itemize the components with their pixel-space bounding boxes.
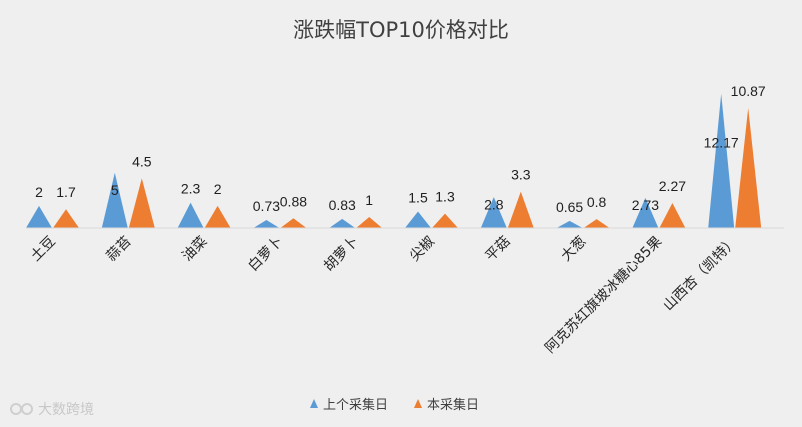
legend-label-previous: 上个采集日 <box>323 397 388 413</box>
peak-previous-0 <box>26 205 52 228</box>
watermark: 大数跨境 <box>10 402 94 418</box>
x-tick-label-9: 山西杏（凯特） <box>660 234 741 315</box>
data-label-previous-0: 2 <box>35 184 43 200</box>
x-tick-label-2: 油菜 <box>179 234 210 265</box>
data-label-previous-5: 1.5 <box>408 189 428 205</box>
peak-previous-3 <box>253 219 280 228</box>
data-label-previous-4: 0.83 <box>329 197 356 213</box>
peak-current-6 <box>507 191 534 228</box>
peak-current-8 <box>659 202 686 228</box>
legend-item-current: 本采集日 <box>414 397 479 413</box>
peak-previous-6 <box>480 197 507 228</box>
data-label-current-6: 3.3 <box>511 167 531 183</box>
data-label-current-5: 1.3 <box>435 189 455 205</box>
peak-current-5 <box>432 213 458 228</box>
data-label-previous-2: 2.3 <box>181 181 201 197</box>
data-label-current-3: 0.88 <box>280 193 307 209</box>
data-label-current-4: 1 <box>365 192 373 208</box>
peak-current-7 <box>583 219 610 228</box>
data-label-current-7: 0.8 <box>587 194 607 210</box>
peak-current-1 <box>128 178 155 228</box>
data-label-current-9: 10.87 <box>731 83 766 99</box>
data-label-previous-8: 2.73 <box>632 197 659 213</box>
x-tick-label-1: 蒜苔 <box>103 233 135 265</box>
peak-previous-2 <box>177 202 204 228</box>
x-tick-label-0: 土豆 <box>28 234 59 265</box>
watermark-text: 大数跨境 <box>38 402 94 418</box>
data-label-previous-7: 0.65 <box>556 199 583 215</box>
legend-marker-previous <box>310 399 318 408</box>
legend: 上个采集日 本采集日 <box>310 397 479 413</box>
legend-item-previous: 上个采集日 <box>310 397 388 413</box>
legend-marker-current <box>414 399 422 408</box>
x-tick-label-6: 平菇 <box>483 234 514 265</box>
data-label-previous-6: 2.8 <box>484 196 504 212</box>
peak-current-0 <box>53 209 79 228</box>
data-label-current-2: 2 <box>214 181 222 197</box>
peak-previous-5 <box>405 211 431 228</box>
data-label-current-8: 2.27 <box>659 178 686 194</box>
watermark-logo-icon <box>10 403 33 415</box>
x-tick-label-5: 尖椒 <box>407 234 438 265</box>
peak-previous-9 <box>708 93 735 228</box>
peak-previous-1 <box>101 172 128 228</box>
data-label-current-0: 1.7 <box>56 184 76 200</box>
peak-current-9 <box>735 107 762 228</box>
x-tick-label-7: 大葱 <box>558 234 589 265</box>
data-label-previous-9: 12.17 <box>704 134 739 150</box>
peak-previous-7 <box>556 220 583 228</box>
peak-current-2 <box>204 205 231 228</box>
x-tick-label-4: 胡萝卜 <box>321 234 362 275</box>
chart-title: 涨跌幅TOP10价格对比 <box>293 18 509 42</box>
data-label-previous-3: 0.73 <box>253 198 280 214</box>
x-tick-label-3: 白萝卜 <box>245 234 286 275</box>
data-label-current-1: 4.5 <box>132 153 152 169</box>
peak-previous-8 <box>632 197 659 228</box>
data-label-previous-1: 5 <box>111 182 119 198</box>
peak-current-3 <box>280 218 307 228</box>
peak-current-4 <box>356 216 383 228</box>
legend-label-current: 本采集日 <box>427 397 479 413</box>
peak-previous-4 <box>329 218 356 228</box>
plot-area: 2 5 2.3 0.73 0.83 1.5 2.8 0.65 2.73 12.17 1.7 4.5 2 0… <box>26 83 766 356</box>
